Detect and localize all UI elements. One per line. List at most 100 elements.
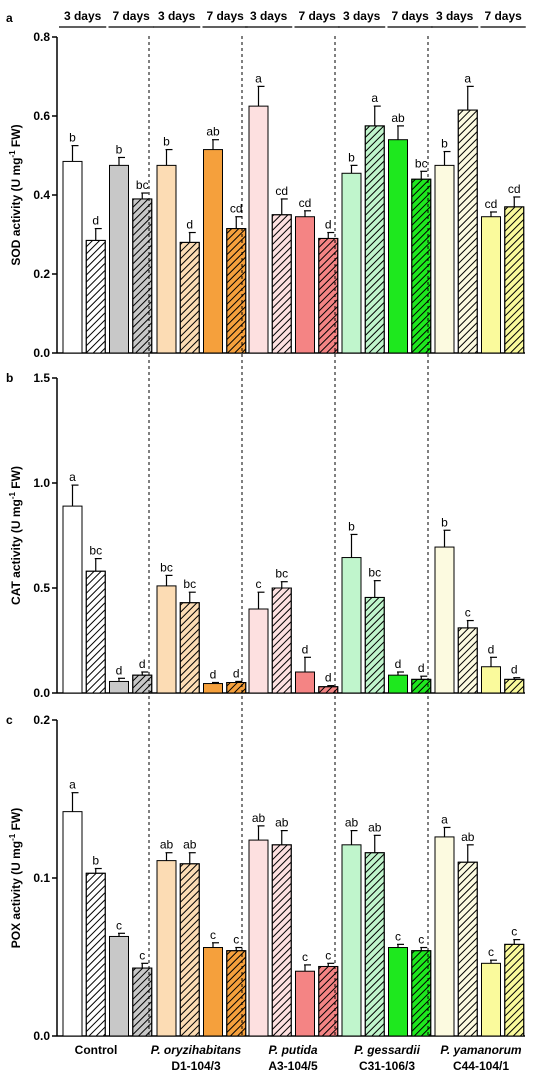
bar: c	[481, 945, 501, 1037]
bar-hatch	[226, 950, 247, 1037]
bar-hatch	[318, 965, 339, 1037]
bar: d	[318, 218, 339, 354]
significance-label: d	[92, 214, 99, 228]
bar: d	[388, 657, 408, 694]
bar: c	[248, 577, 269, 694]
bar-hatch	[504, 206, 525, 354]
bar-hatch	[271, 214, 292, 354]
significance-label: bc	[160, 560, 173, 574]
bar: ab	[271, 816, 292, 1037]
group-label: P. yamanorum C44-104/1	[440, 1043, 521, 1073]
significance-label: bc	[275, 567, 288, 581]
significance-label: cd	[275, 184, 288, 198]
significance-label: d	[302, 642, 309, 656]
significance-label: a	[69, 470, 76, 484]
significance-label: b	[441, 515, 448, 529]
significance-label: d	[139, 657, 146, 671]
bar: d	[203, 668, 223, 694]
significance-label: d	[116, 663, 123, 677]
significance-label: b	[348, 150, 355, 164]
significance-label: cd	[485, 197, 498, 211]
period-label: 3 days	[158, 9, 196, 23]
significance-label: d	[395, 657, 402, 671]
significance-label: bc	[183, 577, 196, 591]
y-tick-label: 0.0	[33, 1029, 50, 1043]
bar: c	[411, 933, 432, 1037]
bar-rect	[109, 935, 129, 1037]
significance-label: cd	[299, 196, 312, 210]
significance-label: cd	[508, 182, 521, 196]
panel-a: a 0.0 0.2 0.4 0.6 0.8 SOD activity (U mg-1 FW)…	[6, 11, 525, 360]
bar-rect	[295, 970, 315, 1037]
period-label: 7 days	[391, 9, 429, 23]
bar: a	[434, 812, 455, 1037]
significance-label: ab	[391, 111, 405, 125]
bar-hatch	[85, 872, 106, 1037]
bar: d	[109, 663, 129, 694]
bar-rect	[248, 105, 269, 354]
panel-letter: a	[6, 11, 13, 25]
significance-label: c	[511, 925, 517, 939]
significance-label: b	[163, 135, 170, 149]
significance-label: c	[325, 948, 331, 962]
bar: a	[248, 71, 269, 354]
significance-label: bc	[136, 178, 149, 192]
bar: c	[295, 950, 315, 1037]
y-tick-label: 0.2	[33, 713, 50, 727]
group-strain: C44-104/1	[453, 1059, 509, 1073]
significance-label: d	[186, 218, 193, 232]
bar-rect	[341, 844, 362, 1037]
period-header: 3 days 7 days 3 days 7 days 3 days 7 days 3 da…	[59, 9, 526, 28]
bar: ab	[341, 816, 362, 1037]
group-name: Control	[75, 1043, 118, 1057]
bar: bc	[156, 560, 177, 694]
bar: d	[132, 657, 153, 694]
y-tick-label: 0.6	[33, 109, 50, 123]
bar: ab	[156, 838, 177, 1037]
significance-label: c	[418, 933, 424, 947]
significance-label: d	[418, 661, 425, 675]
bar: b	[341, 150, 362, 354]
bar-rect	[156, 860, 177, 1037]
significance-label: bc	[89, 544, 102, 558]
y-tick-label: 1.5	[33, 371, 50, 385]
period-label: 3 days	[64, 9, 102, 23]
significance-label: c	[302, 950, 308, 964]
bar: cd	[481, 197, 501, 354]
bar: bc	[85, 544, 106, 694]
significance-label: a	[441, 812, 448, 826]
significance-label: ab	[345, 816, 359, 830]
significance-label: ab	[206, 125, 220, 139]
significance-label: b	[69, 131, 76, 145]
bar-hatch	[271, 587, 292, 694]
significance-label: a	[69, 778, 76, 792]
significance-label: c	[139, 948, 145, 962]
bar: b	[62, 131, 83, 354]
bar-rect	[203, 947, 223, 1037]
bar-hatch	[457, 627, 478, 694]
y-tick-label: 0.4	[33, 188, 50, 202]
group-strain: D1-104/3	[171, 1059, 221, 1073]
significance-label: c	[395, 929, 401, 943]
bar: c	[504, 925, 525, 1037]
bar-hatch	[411, 950, 432, 1037]
y-tick-label: 0.0	[33, 346, 50, 360]
significance-label: d	[325, 218, 332, 232]
significance-label: d	[325, 671, 332, 685]
bar: a	[62, 778, 83, 1037]
bar-rect	[62, 505, 83, 694]
bar-rect	[248, 608, 269, 694]
bar-hatch	[364, 596, 385, 694]
period-label: 7 days	[484, 9, 522, 23]
period-label: 7 days	[206, 9, 244, 23]
significance-label: b	[441, 137, 448, 151]
bar: bc	[132, 178, 153, 354]
bar: d	[318, 671, 339, 694]
group-label: Control	[75, 1043, 118, 1057]
bar: ab	[457, 830, 478, 1037]
significance-label: b	[92, 854, 99, 868]
bar: d	[226, 666, 247, 694]
group-name: P. yamanorum	[440, 1043, 521, 1057]
